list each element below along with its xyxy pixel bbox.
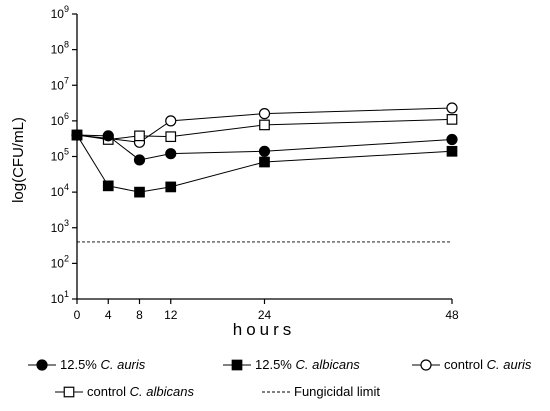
legend-marker bbox=[420, 359, 432, 371]
legend-label-prefix: control bbox=[87, 384, 130, 399]
legend-label-species: C. albicans bbox=[130, 384, 195, 399]
legend-label-species: C. albicans bbox=[295, 357, 360, 372]
legend-label: 12.5% C. albicans bbox=[255, 357, 360, 372]
series-line bbox=[76, 134, 453, 193]
legend-item: 12.5% C. auris bbox=[28, 357, 146, 372]
data-point bbox=[102, 180, 114, 192]
legend-label: Fungicidal limit bbox=[294, 384, 380, 399]
legend-marker bbox=[63, 386, 75, 398]
legend-item-fungicidal-limit: Fungicidal limit bbox=[262, 384, 380, 399]
y-tick-label-base: 10 bbox=[51, 292, 65, 306]
legend-item: control C. albicans bbox=[55, 384, 194, 399]
y-tick-label-exponent: 1 bbox=[64, 289, 69, 299]
y-tick-label-exponent: 6 bbox=[64, 111, 69, 121]
x-tick-label: 12 bbox=[164, 308, 178, 322]
legend-label-prefix: 12.5% bbox=[255, 357, 295, 372]
legend-item: 12.5% C. albicans bbox=[223, 357, 360, 372]
legend-marker bbox=[36, 359, 48, 371]
data-point bbox=[165, 148, 177, 160]
axes bbox=[72, 13, 453, 304]
data-point bbox=[165, 181, 177, 193]
y-tick-label: 107 bbox=[51, 75, 69, 92]
x-tick-label: 0 bbox=[74, 308, 81, 322]
x-tick-label: 4 bbox=[105, 308, 112, 322]
legend-label-species: C. auris bbox=[487, 357, 532, 372]
y-tick-label-base: 10 bbox=[51, 150, 65, 164]
y-tick-label: 106 bbox=[51, 111, 69, 128]
data-point bbox=[165, 131, 177, 143]
data-point bbox=[446, 102, 458, 114]
y-tick-label: 104 bbox=[51, 182, 69, 199]
x-tick-labels: 0 4 8 12 24 48 bbox=[74, 308, 459, 322]
data-point bbox=[134, 130, 145, 142]
y-tick-label: 105 bbox=[51, 147, 69, 164]
legend: 12.5% C. auris 12.5% C. albicans control C… bbox=[28, 357, 532, 399]
legend-marker bbox=[231, 359, 243, 371]
x-axis-title: hours bbox=[233, 320, 296, 339]
legend-item: control C. auris bbox=[412, 357, 532, 372]
y-tick-label-exponent: 8 bbox=[64, 40, 69, 50]
y-tick-label: 102 bbox=[51, 253, 69, 270]
data-point bbox=[102, 130, 114, 142]
y-tick-label-exponent: 4 bbox=[64, 182, 69, 192]
data-point bbox=[258, 108, 271, 120]
y-tick-label-base: 10 bbox=[51, 185, 65, 199]
y-tick-label-base: 10 bbox=[51, 221, 65, 235]
y-tick-label-base: 10 bbox=[51, 114, 65, 128]
data-point bbox=[134, 186, 145, 198]
x-tick-label: 48 bbox=[445, 308, 459, 322]
x-tick-label: 24 bbox=[258, 308, 272, 322]
y-tick-label: 103 bbox=[51, 218, 69, 235]
y-tick-label-base: 10 bbox=[51, 256, 65, 270]
data-point bbox=[446, 114, 458, 125]
legend-label: control C. albicans bbox=[87, 384, 194, 399]
series-layer bbox=[71, 102, 458, 198]
legend-label-prefix: 12.5% bbox=[60, 357, 100, 372]
legend-label-prefix: control bbox=[444, 357, 487, 372]
y-tick-label-exponent: 2 bbox=[64, 253, 69, 263]
y-tick-label-base: 10 bbox=[51, 43, 65, 57]
y-tick-label-exponent: 3 bbox=[64, 218, 69, 228]
y-tick-label: 109 bbox=[51, 4, 69, 21]
y-axis-title: log(CFU/mL) bbox=[10, 117, 27, 203]
y-tick-label: 101 bbox=[51, 289, 69, 306]
y-tick-label-base: 10 bbox=[51, 78, 65, 92]
data-point bbox=[71, 129, 83, 141]
legend-label: 12.5% C. auris bbox=[60, 357, 146, 372]
data-point bbox=[259, 156, 270, 168]
y-tick-label: 108 bbox=[51, 40, 69, 57]
y-tick-label-base: 10 bbox=[51, 7, 65, 21]
data-point bbox=[165, 115, 177, 127]
y-tick-label-exponent: 5 bbox=[64, 147, 69, 157]
data-point bbox=[258, 145, 271, 157]
y-tick-label-exponent: 9 bbox=[64, 4, 69, 14]
data-point bbox=[259, 119, 270, 131]
x-tick-label: 8 bbox=[136, 308, 143, 322]
y-tick-label-exponent: 7 bbox=[64, 75, 69, 85]
series-square-filled bbox=[71, 129, 458, 198]
data-point bbox=[133, 154, 146, 166]
legend-label-species: C. auris bbox=[100, 357, 145, 372]
legend-label: control C. auris bbox=[444, 357, 532, 372]
data-point bbox=[446, 133, 458, 146]
data-point bbox=[446, 145, 458, 157]
